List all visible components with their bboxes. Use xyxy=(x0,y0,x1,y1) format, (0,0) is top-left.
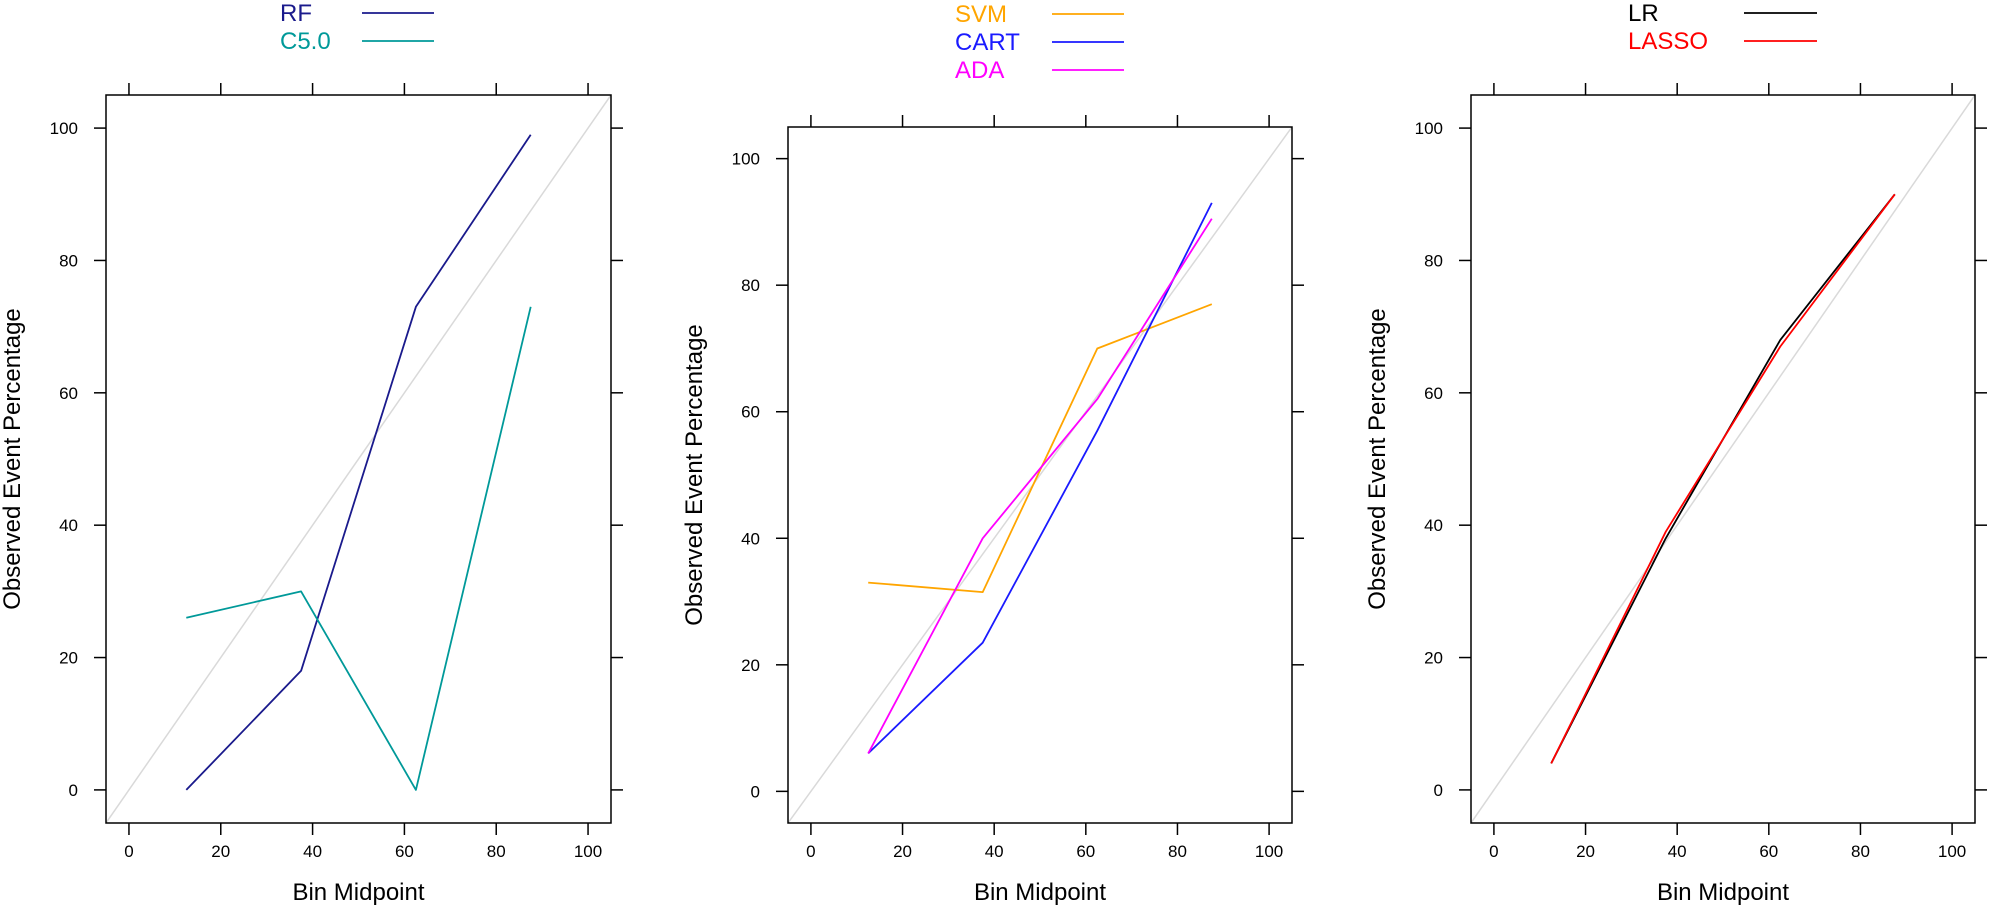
y-tick-label: 80 xyxy=(59,251,78,270)
y-tick-label: 20 xyxy=(59,649,78,668)
x-tick-label: 0 xyxy=(124,842,133,861)
x-tick-label: 100 xyxy=(1255,842,1283,861)
calibration-panel-2: 0 20 40 60 80 100 0 20 40 60 80 100 Bin Midpoint Obse… xyxy=(681,1,1304,906)
x-tick-label: 40 xyxy=(303,842,322,861)
series-line-lasso xyxy=(1550,193,1896,764)
x-tick-label: 60 xyxy=(1759,842,1778,861)
calibration-panel-1: 0 20 40 60 80 100 0 20 40 60 80 100 Bin Midpoint Obse… xyxy=(0,0,623,906)
series-line-lr xyxy=(1550,193,1896,764)
y-tick-label: 60 xyxy=(1424,384,1443,403)
reference-diagonal xyxy=(106,95,611,823)
x-tick-label: 20 xyxy=(211,842,230,861)
y-axis-title: Observed Event Percentage xyxy=(0,308,26,610)
plot-frame xyxy=(1470,94,1976,824)
series-line-c5-0 xyxy=(186,306,532,791)
x-tick-label: 80 xyxy=(1168,842,1187,861)
y-axis-title: Observed Event Percentage xyxy=(1364,308,1391,610)
x-tick-label: 0 xyxy=(806,842,815,861)
x-tick-label: 20 xyxy=(1576,842,1595,861)
legend-label-svm: SVM xyxy=(955,1,1007,28)
series-line-cart xyxy=(867,202,1213,755)
x-tick-label: 80 xyxy=(487,842,506,861)
y-tick-label: 0 xyxy=(1434,781,1443,800)
x-tick-label: 40 xyxy=(1668,842,1687,861)
x-tick-label: 0 xyxy=(1489,842,1498,861)
reference-diagonal xyxy=(788,127,1292,823)
y-tick-label: 100 xyxy=(732,150,760,169)
legend-label-lr: LR xyxy=(1628,0,1659,27)
y-tick-label: 20 xyxy=(741,656,760,675)
x-tick-label: 40 xyxy=(985,842,1004,861)
series-line-svm xyxy=(868,303,1213,593)
y-tick-label: 40 xyxy=(741,529,760,548)
y-tick-label: 100 xyxy=(1415,119,1443,138)
reference-diagonal xyxy=(1471,95,1975,823)
plot-frame xyxy=(787,126,1293,824)
y-tick-label: 60 xyxy=(741,403,760,422)
calibration-panel-3: 0 20 40 60 80 100 0 20 40 60 80 100 Bin Midpoint Obse… xyxy=(1364,0,1987,906)
series-line-rf xyxy=(185,134,532,791)
series-line-ada xyxy=(867,218,1213,754)
y-tick-label: 80 xyxy=(741,276,760,295)
x-tick-label: 60 xyxy=(395,842,414,861)
y-tick-label: 60 xyxy=(59,384,78,403)
y-tick-label: 80 xyxy=(1424,251,1443,270)
x-tick-label: 100 xyxy=(574,842,602,861)
x-tick-label: 100 xyxy=(1938,842,1966,861)
legend-label-ada: ADA xyxy=(955,57,1004,84)
y-tick-label: 20 xyxy=(1424,649,1443,668)
y-axis-title: Observed Event Percentage xyxy=(681,324,708,626)
y-tick-label: 0 xyxy=(751,782,760,801)
legend-label-lasso: LASSO xyxy=(1628,28,1708,55)
legend-label-rf: RF xyxy=(280,0,312,27)
x-axis-title: Bin Midpoint xyxy=(1657,879,1789,906)
y-tick-label: 40 xyxy=(59,516,78,535)
plot-frame xyxy=(105,94,612,824)
y-tick-label: 0 xyxy=(69,781,78,800)
x-tick-label: 20 xyxy=(893,842,912,861)
x-tick-label: 80 xyxy=(1851,842,1870,861)
legend-label-c5-0: C5.0 xyxy=(280,28,331,55)
x-tick-label: 60 xyxy=(1076,842,1095,861)
x-axis-title: Bin Midpoint xyxy=(974,879,1106,906)
legend-label-cart: CART xyxy=(955,29,1020,56)
x-axis-title: Bin Midpoint xyxy=(292,879,424,906)
y-tick-label: 40 xyxy=(1424,516,1443,535)
y-tick-label: 100 xyxy=(50,119,78,138)
